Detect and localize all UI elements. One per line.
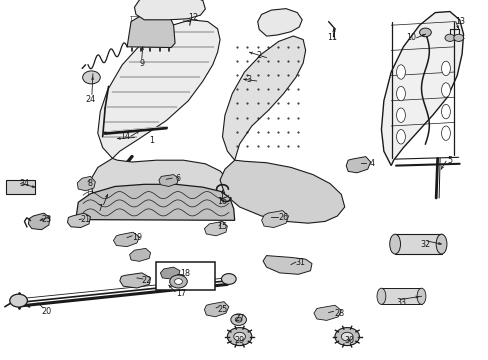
Circle shape (233, 332, 245, 341)
Text: 31: 31 (295, 258, 305, 267)
Polygon shape (67, 213, 90, 228)
Text: 15: 15 (217, 222, 227, 231)
Ellipse shape (396, 65, 405, 79)
Text: 10: 10 (405, 33, 415, 42)
Polygon shape (220, 160, 344, 223)
Text: 28: 28 (334, 309, 344, 318)
Text: 20: 20 (41, 307, 51, 316)
Bar (156, 262, 215, 290)
Polygon shape (204, 221, 227, 236)
Text: 1: 1 (149, 136, 154, 145)
Text: 7: 7 (98, 204, 102, 213)
Text: 29: 29 (234, 336, 244, 345)
Text: 32: 32 (420, 240, 429, 249)
Text: 27: 27 (234, 314, 244, 323)
Circle shape (453, 34, 463, 41)
Text: 21: 21 (81, 215, 90, 224)
Circle shape (221, 274, 236, 284)
Polygon shape (90, 158, 229, 216)
Polygon shape (76, 184, 234, 220)
Polygon shape (346, 157, 370, 173)
Ellipse shape (441, 83, 449, 97)
Bar (381, 288, 421, 304)
Text: 22: 22 (142, 276, 151, 285)
Text: 24: 24 (85, 94, 95, 104)
Polygon shape (113, 232, 139, 247)
Polygon shape (204, 302, 228, 317)
Text: 16: 16 (217, 197, 227, 206)
Text: 26: 26 (278, 213, 288, 222)
Polygon shape (77, 176, 95, 191)
Ellipse shape (441, 104, 449, 119)
Polygon shape (98, 20, 220, 158)
Text: 18: 18 (180, 269, 189, 278)
Circle shape (235, 317, 242, 322)
Circle shape (444, 34, 454, 41)
Text: 13: 13 (454, 17, 464, 26)
Text: 14: 14 (120, 132, 129, 141)
Circle shape (341, 332, 352, 341)
Circle shape (10, 294, 27, 307)
Polygon shape (134, 0, 205, 20)
Circle shape (82, 71, 100, 84)
Text: 17: 17 (176, 289, 185, 298)
Polygon shape (261, 211, 288, 228)
Text: 4: 4 (368, 159, 373, 168)
Ellipse shape (435, 234, 446, 254)
Ellipse shape (376, 288, 385, 305)
Text: 19: 19 (132, 233, 142, 242)
Polygon shape (127, 12, 175, 48)
Polygon shape (160, 267, 180, 279)
Polygon shape (381, 12, 463, 166)
Ellipse shape (389, 234, 400, 254)
Text: 11: 11 (327, 33, 337, 42)
Text: 12: 12 (188, 13, 198, 22)
Text: 5: 5 (447, 156, 451, 165)
Polygon shape (120, 273, 150, 288)
Ellipse shape (441, 61, 449, 76)
Ellipse shape (396, 108, 405, 122)
Circle shape (174, 279, 182, 284)
Text: 25: 25 (217, 305, 227, 314)
Bar (6, 180, 35, 194)
Polygon shape (129, 248, 150, 261)
Ellipse shape (396, 130, 405, 144)
Ellipse shape (416, 288, 425, 305)
Text: 9: 9 (139, 58, 144, 68)
Polygon shape (28, 213, 50, 230)
Polygon shape (313, 305, 341, 320)
Polygon shape (222, 36, 305, 160)
Circle shape (169, 275, 187, 288)
Circle shape (334, 328, 359, 346)
Text: 3: 3 (246, 75, 251, 84)
Text: 30: 30 (344, 336, 354, 345)
Polygon shape (263, 256, 311, 274)
Circle shape (230, 314, 246, 325)
Text: 33: 33 (395, 298, 405, 307)
Text: 2: 2 (256, 51, 261, 60)
Text: 6: 6 (176, 174, 181, 183)
Text: 8: 8 (88, 179, 93, 188)
Circle shape (419, 28, 430, 37)
Text: 23: 23 (41, 215, 51, 224)
Polygon shape (159, 175, 178, 186)
Polygon shape (257, 9, 302, 36)
Text: 34: 34 (20, 179, 29, 188)
Bar (394, 234, 441, 254)
Ellipse shape (441, 126, 449, 140)
Circle shape (227, 328, 251, 346)
Ellipse shape (396, 86, 405, 101)
